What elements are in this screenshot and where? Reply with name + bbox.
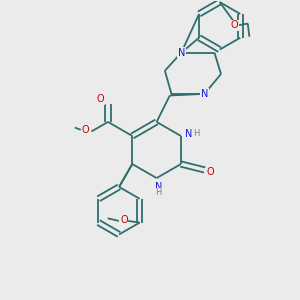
Text: H: H — [155, 188, 161, 197]
Text: O: O — [97, 94, 104, 104]
Text: H: H — [194, 129, 200, 138]
Text: N: N — [154, 182, 162, 192]
Text: O: O — [207, 167, 214, 177]
Text: N: N — [178, 48, 185, 58]
Text: O: O — [231, 20, 238, 30]
Text: N: N — [201, 89, 208, 99]
Text: O: O — [82, 125, 89, 135]
Text: N: N — [185, 129, 193, 139]
Text: O: O — [120, 215, 128, 225]
